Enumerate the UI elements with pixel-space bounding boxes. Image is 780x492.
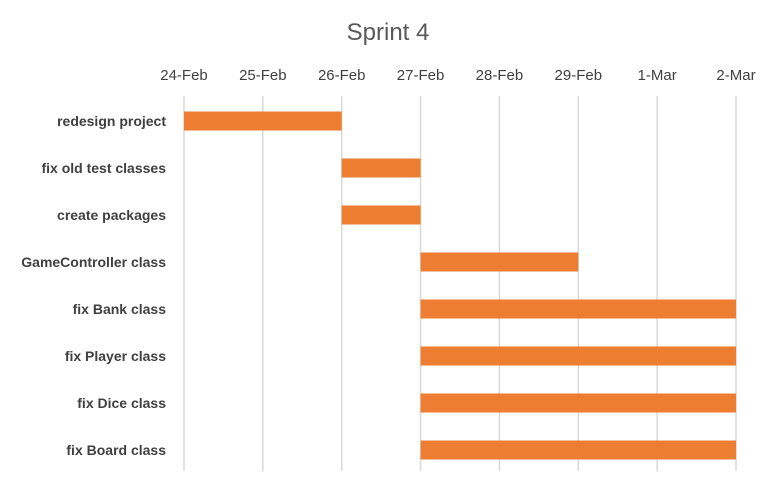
- task-label-fix-bank-class: fix Bank class: [73, 301, 167, 317]
- task-bar-fix-dice-class: [420, 393, 736, 413]
- x-tick-label-25-Feb: 25-Feb: [239, 67, 287, 84]
- task-bar-redesign-project: [184, 111, 342, 131]
- task-bar-fix-board-class: [420, 440, 736, 460]
- task-labels: redesign project fix old test classes crea…: [21, 113, 166, 458]
- x-tick-label-2-Mar: 2-Mar: [716, 67, 755, 84]
- x-tick-label-29-Feb: 29-Feb: [555, 67, 603, 84]
- task-bar-create-packages: [341, 205, 421, 225]
- task-label-gamecontroller-class: GameController class: [21, 254, 166, 270]
- x-tick-label-26-Feb: 26-Feb: [318, 67, 366, 84]
- task-bar-fix-player-class: [420, 346, 736, 366]
- x-tick-label-1-Mar: 1-Mar: [638, 67, 677, 84]
- task-label-fix-player-class: fix Player class: [65, 348, 166, 364]
- task-bar-fix-old-test-classes: [341, 158, 421, 178]
- x-tick-label-28-Feb: 28-Feb: [476, 67, 524, 84]
- task-bar-fix-bank-class: [420, 299, 736, 319]
- task-label-fix-dice-class: fix Dice class: [77, 395, 166, 411]
- x-axis-tick-labels: 24-Feb 25-Feb 26-Feb 27-Feb 28-Feb 29-Feb 1-Ma…: [160, 67, 755, 84]
- task-label-create-packages: create packages: [57, 207, 166, 223]
- x-tick-label-27-Feb: 27-Feb: [397, 67, 445, 84]
- chart-title: Sprint 4: [347, 19, 430, 46]
- task-label-redesign-project: redesign project: [57, 113, 166, 129]
- task-bars: [184, 111, 736, 460]
- task-label-fix-board-class: fix Board class: [66, 442, 166, 458]
- gridlines: [183, 96, 737, 471]
- task-bar-gamecontroller-class: [420, 252, 579, 272]
- x-tick-label-24-Feb: 24-Feb: [160, 67, 208, 84]
- task-label-fix-old-test-classes: fix old test classes: [41, 160, 166, 176]
